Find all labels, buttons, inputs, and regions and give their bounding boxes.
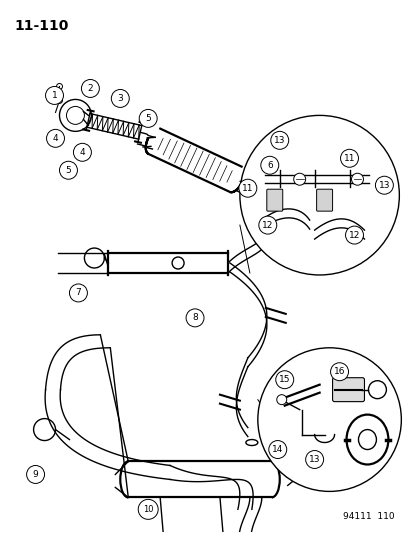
Circle shape [351,173,363,185]
FancyBboxPatch shape [316,189,332,211]
Circle shape [81,79,99,98]
Text: 13: 13 [378,181,389,190]
Text: 4: 4 [79,148,85,157]
Text: 11: 11 [242,184,253,193]
Circle shape [257,348,400,491]
Text: 5: 5 [145,114,151,123]
Circle shape [56,98,62,103]
Ellipse shape [245,440,257,446]
Text: 6: 6 [266,161,272,170]
Text: 11: 11 [343,154,354,163]
Text: 94111  110: 94111 110 [342,512,394,521]
Circle shape [238,179,256,197]
Text: 16: 16 [333,367,344,376]
Circle shape [375,176,392,194]
Circle shape [138,499,158,519]
Text: 13: 13 [308,455,320,464]
Text: 10: 10 [142,505,153,514]
Circle shape [73,143,91,161]
Circle shape [293,173,305,185]
Text: 4: 4 [52,134,58,143]
Circle shape [69,284,87,302]
Circle shape [59,161,77,179]
Text: 9: 9 [33,470,38,479]
Text: 1: 1 [52,91,57,100]
Text: 5: 5 [65,166,71,175]
Text: 14: 14 [271,445,283,454]
Circle shape [260,156,278,174]
Circle shape [139,109,157,127]
Circle shape [305,450,323,469]
Circle shape [345,226,363,244]
Circle shape [239,116,399,275]
FancyBboxPatch shape [332,378,363,402]
Text: 2: 2 [88,84,93,93]
Circle shape [275,371,293,389]
Circle shape [340,149,358,167]
Text: 7: 7 [76,288,81,297]
Text: 13: 13 [273,136,285,145]
Circle shape [46,130,64,147]
Text: 3: 3 [117,94,123,103]
Text: 12: 12 [348,231,359,239]
Circle shape [45,86,63,104]
Ellipse shape [346,415,387,464]
Text: 12: 12 [261,221,273,230]
Circle shape [270,131,288,149]
Circle shape [172,257,184,269]
Circle shape [111,90,129,108]
Circle shape [56,84,62,90]
Circle shape [276,394,286,405]
FancyBboxPatch shape [266,189,282,211]
Text: 8: 8 [192,313,197,322]
Circle shape [26,465,45,483]
Text: 11-110: 11-110 [14,19,69,33]
Circle shape [258,216,276,234]
Circle shape [185,309,204,327]
Circle shape [268,441,286,458]
Text: 15: 15 [278,375,290,384]
Circle shape [330,363,348,381]
